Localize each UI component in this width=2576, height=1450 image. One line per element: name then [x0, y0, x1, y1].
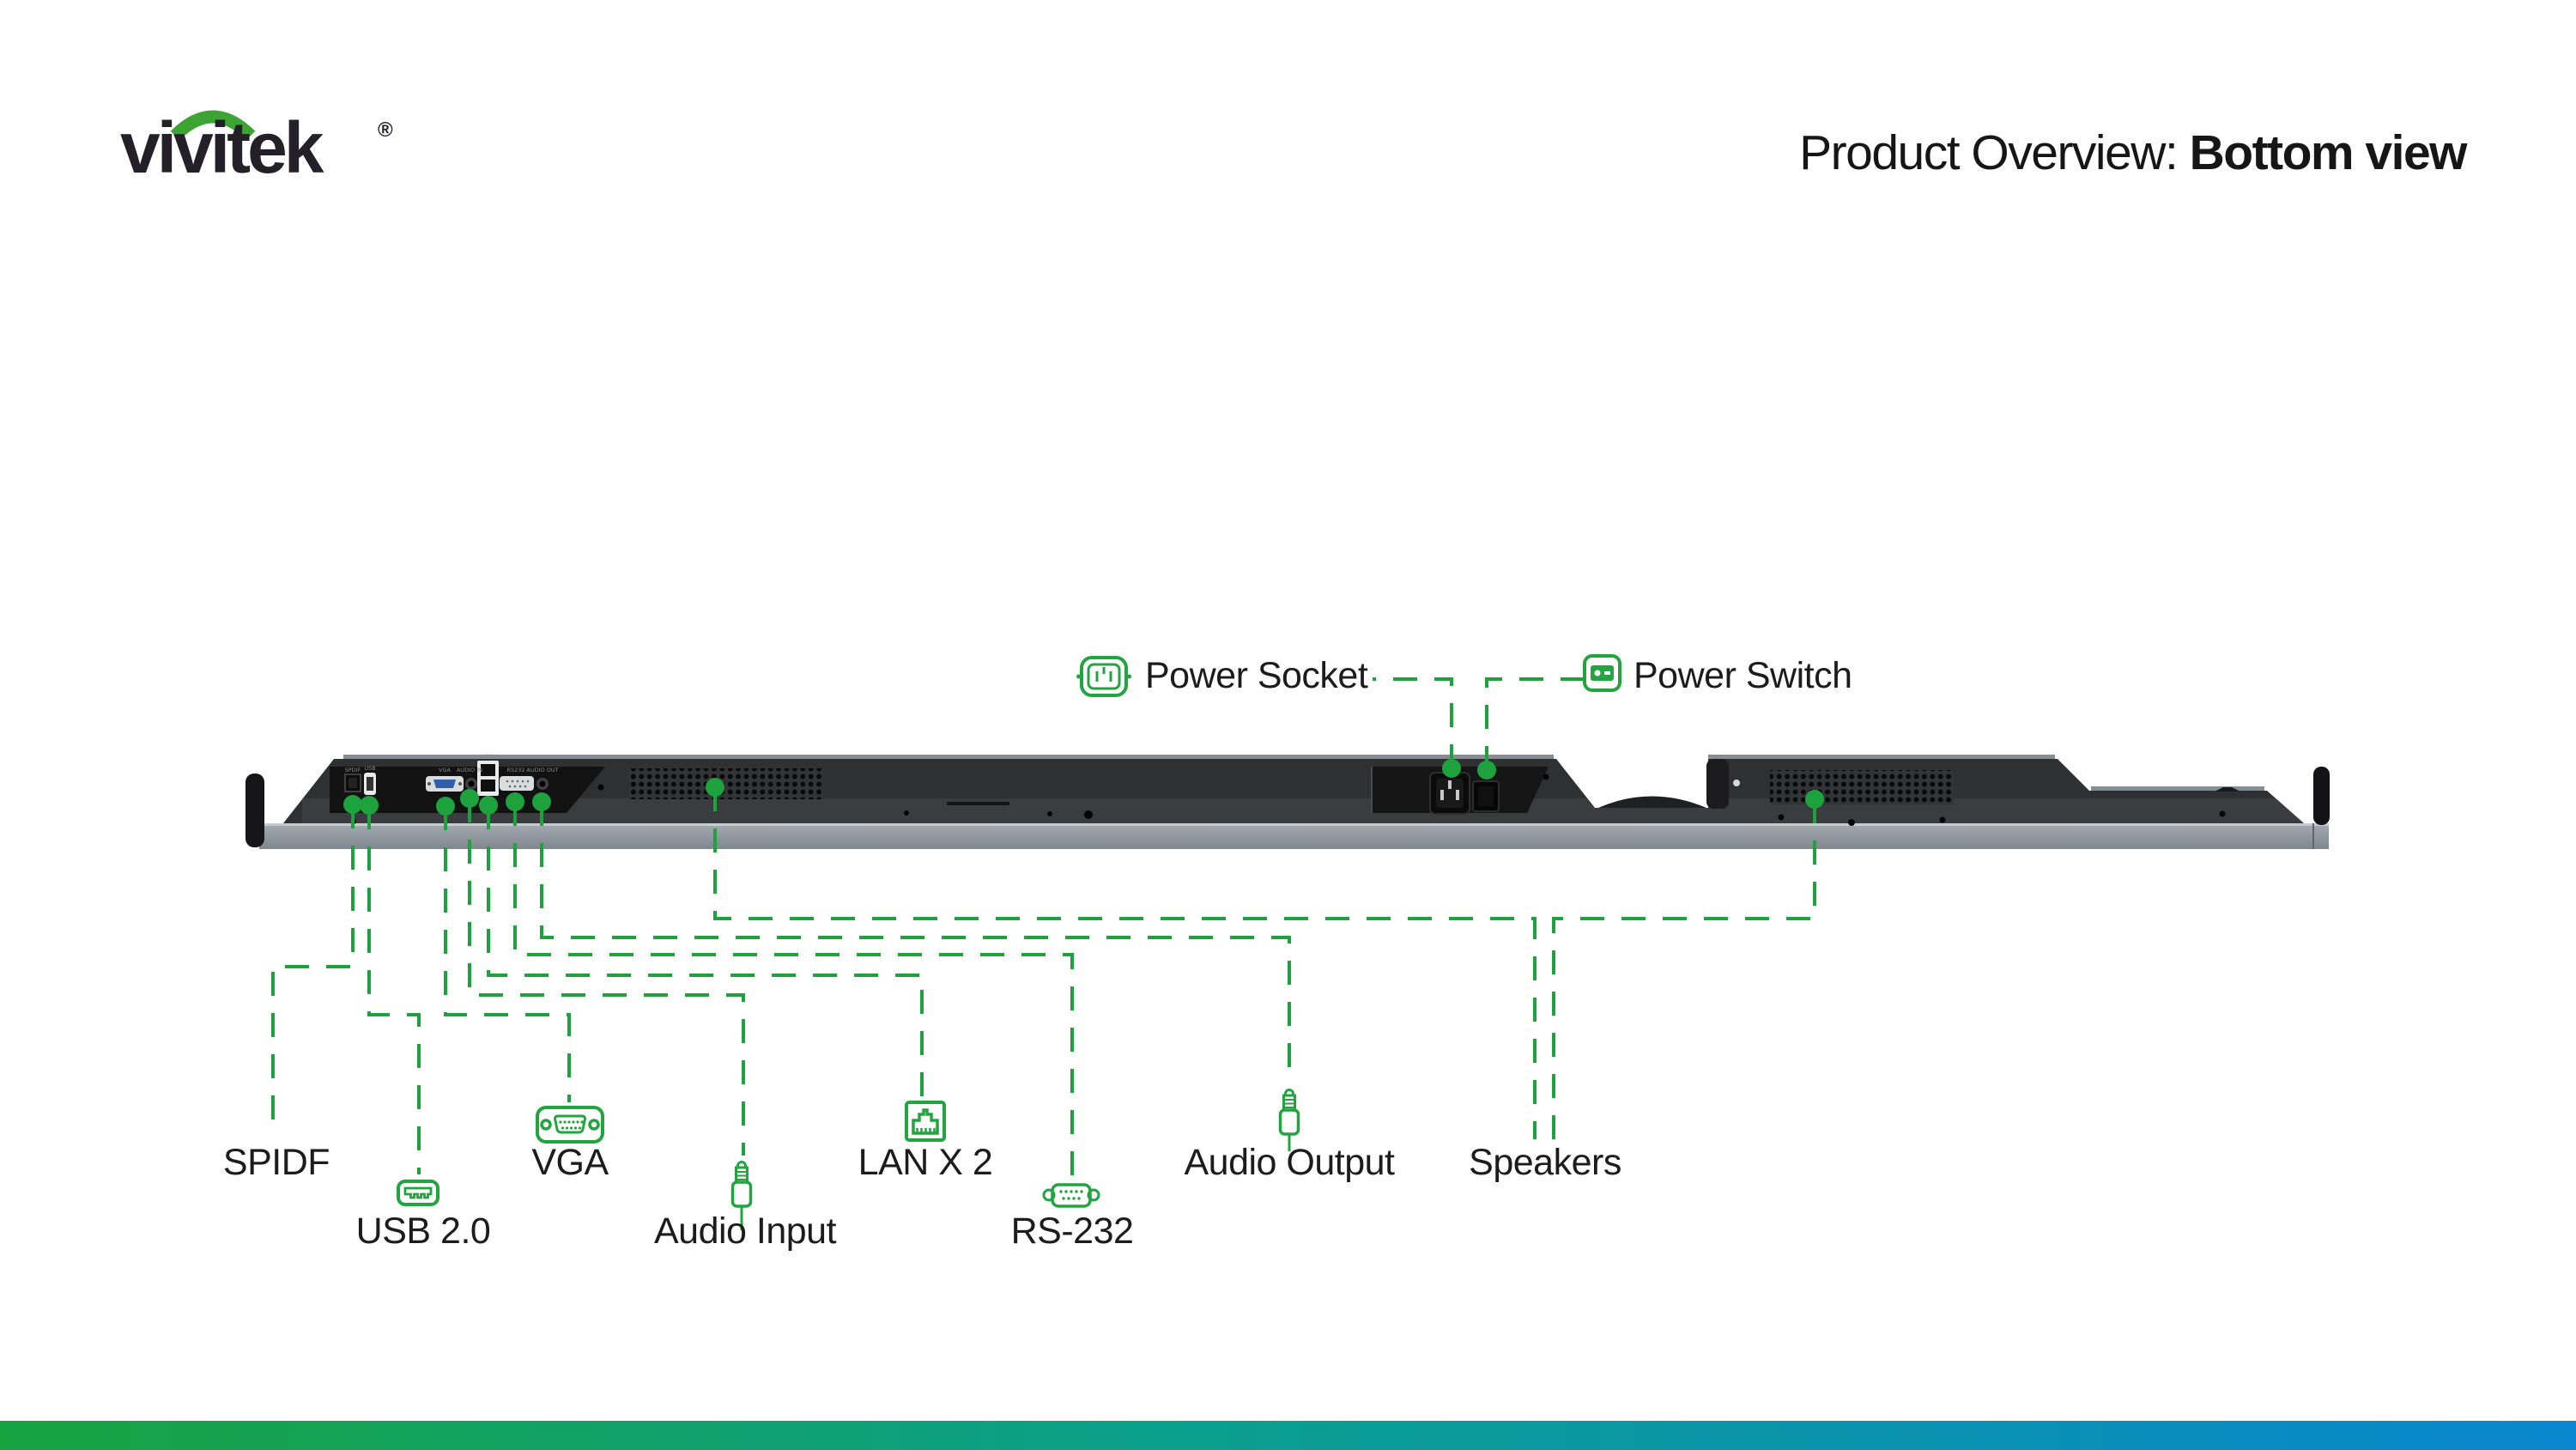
top-edge-highlight [343, 755, 1554, 759]
screw-light [1733, 780, 1740, 786]
audio-jack-icon [730, 1161, 753, 1230]
power-switch-icon [1583, 654, 1621, 692]
port-label: SPDIF [345, 767, 361, 774]
port-label: VGA [439, 767, 451, 774]
left-handle-bar [245, 774, 264, 847]
vga-label: VGA [531, 1142, 609, 1183]
spdif-port [344, 774, 361, 792]
power-switch-port [1472, 780, 1500, 812]
port-label: AUDIO OUT [526, 767, 558, 774]
usb-label: USB 2.0 [355, 1210, 491, 1252]
vent-slot [947, 802, 1009, 805]
lan-ports [477, 761, 499, 796]
bezel-strip [259, 823, 2329, 849]
vivitek-logo: vivitek ® [120, 96, 412, 191]
spidf-leader [271, 804, 355, 1135]
audio-input-leader [468, 798, 745, 1156]
vga-port [426, 776, 464, 792]
power-socket-label: Power Socket [1145, 655, 1368, 696]
port-label: LAN [482, 753, 493, 760]
top-edge-highlight [1708, 755, 2055, 759]
footer-gradient-bar [0, 1421, 2576, 1450]
audio-input-label: Audio Input [653, 1210, 837, 1252]
lan-leader [487, 805, 924, 1096]
port-label: USB [364, 765, 375, 772]
audio-out-port [536, 778, 549, 790]
audio-jack-icon [1278, 1089, 1300, 1151]
page-title-bold: Bottom view [2189, 125, 2468, 180]
speakers-label: Speakers [1469, 1142, 1621, 1183]
lan-icon [905, 1101, 946, 1142]
page-title: Product Overview: Bottom view [1799, 129, 2467, 178]
panel-edge [1371, 767, 1373, 813]
rs232-leader [513, 802, 1074, 1178]
power-socket-port [1429, 772, 1470, 815]
recess-stub [1706, 759, 1729, 809]
usb-icon [397, 1180, 439, 1206]
port-label: RS232 [506, 767, 524, 774]
usb-leader [367, 805, 421, 1174]
lan-label: LAN X 2 [858, 1142, 993, 1183]
device-lower-band [302, 798, 2303, 823]
left-speaker-grille [629, 768, 823, 799]
speaker-left-leader [713, 787, 1537, 1139]
spidf-label: SPIDF [222, 1142, 330, 1183]
right-handle-bar [2313, 767, 2330, 825]
audio-output-leader [540, 802, 1291, 1082]
top-foot [2215, 787, 2240, 792]
power-switch-leader [1485, 677, 1584, 770]
handle-recess [1598, 796, 1706, 808]
screws [351, 774, 2226, 826]
rs232-port [500, 776, 534, 791]
logo-wordmark: vivitek [120, 107, 324, 188]
callout-dots [343, 759, 1824, 816]
logo-green-arc-icon [170, 110, 256, 139]
port-label: AUDIO IN [457, 767, 482, 774]
speaker-right-leader [1552, 799, 1816, 1139]
right-speaker-grille [1770, 770, 1954, 804]
power-switch-label: Power Switch [1633, 655, 1852, 696]
vga-icon [536, 1106, 604, 1144]
leader-lines [271, 677, 1816, 1178]
power-socket-icon [1076, 656, 1131, 697]
usb-port [364, 773, 376, 795]
audio-in-port [465, 778, 477, 790]
page-title-regular: Product Overview: [1799, 125, 2190, 180]
power-socket-leader [1373, 677, 1453, 768]
rs232-label: RS-232 [1010, 1210, 1134, 1252]
audio-output-label: Audio Output [1184, 1142, 1395, 1183]
top-edge-highlight [2091, 786, 2264, 791]
rs232-icon [1042, 1183, 1100, 1208]
logo-registered-mark: ® [378, 118, 393, 142]
vga-leader [444, 806, 571, 1102]
